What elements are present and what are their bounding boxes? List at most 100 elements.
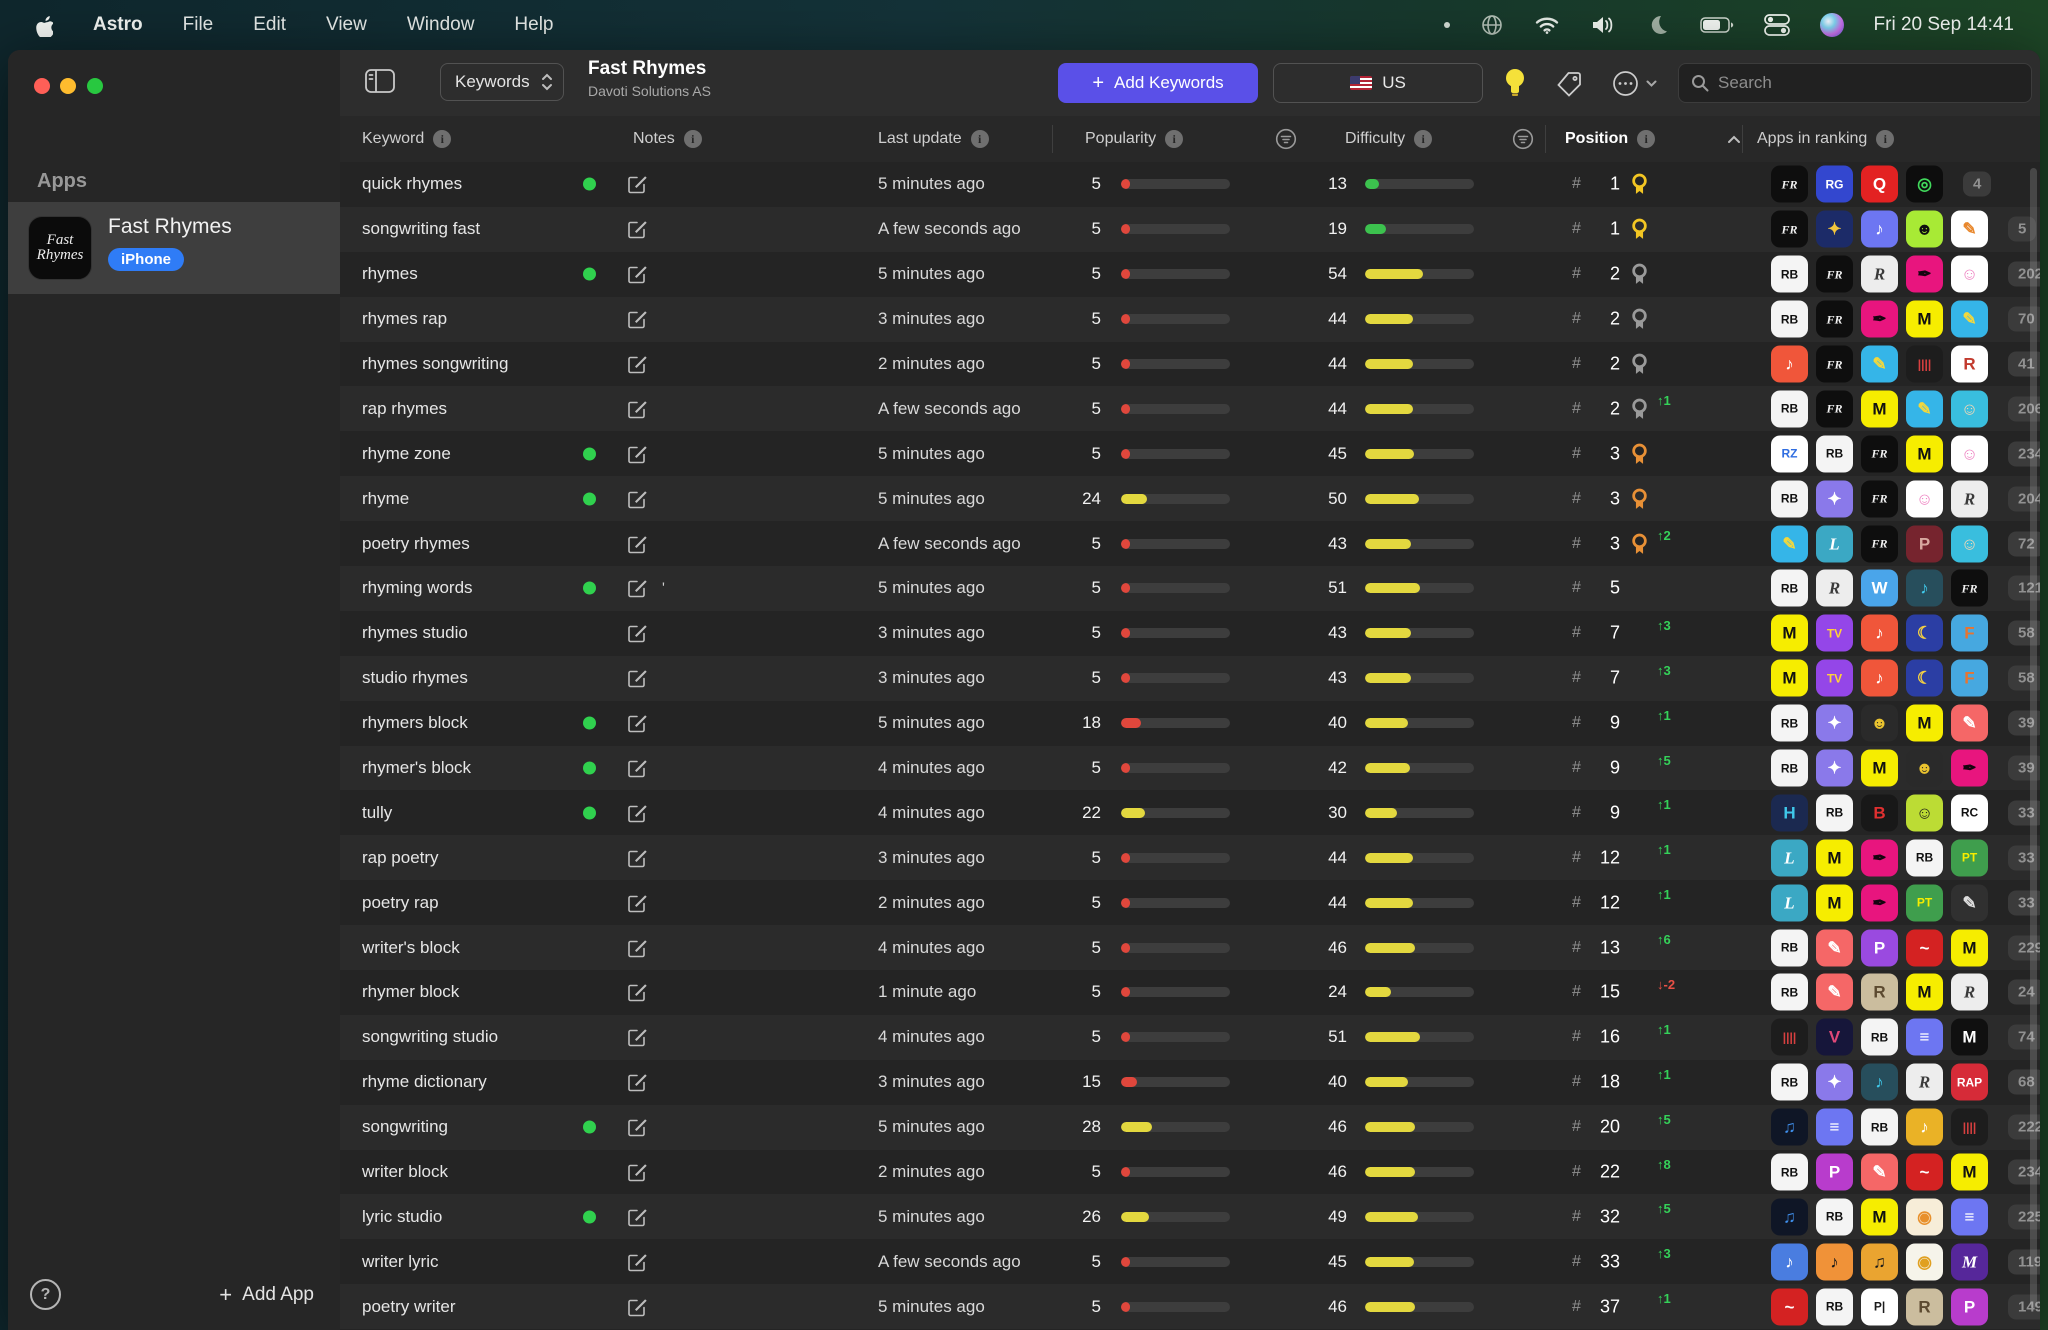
search-input[interactable]: Search bbox=[1678, 63, 2032, 103]
ranking-app-icon[interactable]: ☻ bbox=[1906, 749, 1943, 787]
ranking-app-icon[interactable]: F bbox=[1951, 614, 1988, 652]
ranking-app-icon[interactable]: ✦ bbox=[1816, 704, 1853, 742]
keyword-row[interactable]: writer block 2 minutes ago 5 46 #22 ↑8 RB P ✎ ~ M 2… bbox=[340, 1150, 2040, 1195]
siri-icon[interactable] bbox=[1819, 13, 1844, 37]
keyword-row[interactable]: lyric studio 5 minutes ago 26 49 #32 ↑5 ♫ RB M ◉ ≡… bbox=[340, 1194, 2040, 1240]
ranking-app-icon[interactable]: M bbox=[1816, 839, 1853, 877]
edit-note-icon[interactable] bbox=[626, 1161, 648, 1183]
ranking-app-icon[interactable]: L bbox=[1816, 525, 1853, 563]
lightbulb-icon[interactable] bbox=[1502, 66, 1528, 100]
ranking-app-icon[interactable]: TV bbox=[1816, 659, 1853, 697]
ranking-app-icon[interactable]: FR bbox=[1816, 300, 1853, 338]
ranking-app-icon[interactable]: ✒ bbox=[1861, 300, 1898, 338]
ranking-app-icon[interactable]: V bbox=[1816, 1018, 1853, 1056]
edit-note-icon[interactable] bbox=[626, 353, 648, 375]
ranking-app-icon[interactable]: RB bbox=[1816, 794, 1853, 832]
keyword-row[interactable]: rhymer's block 4 minutes ago 5 42 #9 ↑5 RB ✦ M ☻ ✒… bbox=[340, 745, 2040, 791]
minimize-window-button[interactable] bbox=[60, 78, 76, 94]
ranking-app-icon[interactable]: PT bbox=[1906, 884, 1943, 922]
vertical-scrollbar[interactable] bbox=[2030, 168, 2037, 1308]
column-notes[interactable]: Notes i bbox=[633, 116, 702, 162]
edit-note-icon[interactable] bbox=[626, 443, 648, 465]
ranking-app-icon[interactable]: ♪ bbox=[1771, 345, 1808, 383]
ranking-app-icon[interactable]: FR bbox=[1771, 210, 1808, 248]
ranking-app-icon[interactable]: P| bbox=[1861, 1288, 1898, 1326]
info-icon[interactable]: i bbox=[1637, 130, 1656, 148]
ranking-app-icon[interactable]: RB bbox=[1861, 1108, 1898, 1146]
ranking-app-icon[interactable]: ✎ bbox=[1861, 1153, 1898, 1191]
ranking-app-icon[interactable]: RB bbox=[1771, 973, 1808, 1011]
keyword-row[interactable]: songwriting studio 4 minutes ago 5 51 #16 ↑1 |… bbox=[340, 1014, 2040, 1060]
ranking-app-icon[interactable]: ✒ bbox=[1951, 749, 1988, 787]
ranking-app-icon[interactable]: RB bbox=[1861, 1018, 1898, 1056]
ranking-app-icon[interactable]: ~ bbox=[1906, 1153, 1943, 1191]
ranking-app-icon[interactable]: ✒ bbox=[1861, 884, 1898, 922]
ranking-app-icon[interactable]: ☺ bbox=[1951, 255, 1988, 293]
keyword-row[interactable]: poetry writer 5 minutes ago 5 46 #37 ↑1 ~ RB P| R… bbox=[340, 1284, 2040, 1330]
info-icon[interactable]: i bbox=[970, 130, 989, 148]
edit-note-icon[interactable] bbox=[626, 218, 648, 240]
keyword-row[interactable]: rhyme 5 minutes ago 24 50 #3 RB ✦ FR ☺ R 204 bbox=[340, 476, 2040, 522]
ranking-app-icon[interactable]: ☻ bbox=[1906, 210, 1943, 248]
ranking-app-icon[interactable]: P bbox=[1816, 1153, 1853, 1191]
keyword-row[interactable]: tully 4 minutes ago 22 30 #9 ↑1 H RB B ☺ RC 33 bbox=[340, 790, 2040, 835]
ranking-app-icon[interactable]: FR bbox=[1816, 255, 1853, 293]
ranking-app-icon[interactable]: RB bbox=[1771, 929, 1808, 967]
menu-help[interactable]: Help bbox=[514, 14, 554, 35]
ranking-app-icon[interactable]: RB bbox=[1771, 1153, 1808, 1191]
volume-icon[interactable] bbox=[1590, 13, 1616, 37]
ranking-app-icon[interactable]: R bbox=[1861, 973, 1898, 1011]
ranking-app-icon[interactable]: ✦ bbox=[1816, 480, 1853, 518]
ranking-app-icon[interactable]: ☾ bbox=[1906, 659, 1943, 697]
column-difficulty[interactable]: Difficulty i bbox=[1345, 116, 1433, 162]
ranking-app-icon[interactable]: ♪ bbox=[1906, 1108, 1943, 1146]
keyword-row[interactable]: poetry rap 2 minutes ago 5 44 #12 ↑1 L M ✒ PT ✎ 33 bbox=[340, 880, 2040, 925]
edit-note-icon[interactable] bbox=[626, 847, 648, 869]
keyword-row[interactable]: rhymes 5 minutes ago 5 54 #2 RB FR R ✒ ☺ 202 bbox=[340, 252, 2040, 297]
ranking-app-icon[interactable]: ≡ bbox=[1951, 1198, 1988, 1236]
keyword-row[interactable]: rap rhymes A few seconds ago 5 44 #2 ↑1 RB FR M ✎… bbox=[340, 386, 2040, 432]
ranking-app-icon[interactable]: FR bbox=[1771, 165, 1808, 203]
ranking-app-icon[interactable]: ♫ bbox=[1771, 1198, 1808, 1236]
ranking-app-icon[interactable]: ☺ bbox=[1906, 480, 1943, 518]
ranking-app-icon[interactable]: P bbox=[1951, 1288, 1988, 1326]
keyword-row[interactable]: quick rhymes 5 minutes ago 5 13 #1 FR RG Q ◎ 4 bbox=[340, 162, 2040, 207]
info-icon[interactable]: i bbox=[1876, 130, 1895, 148]
info-icon[interactable]: i bbox=[1414, 130, 1433, 148]
ranking-app-icon[interactable]: ✦ bbox=[1816, 1063, 1853, 1101]
keyword-row[interactable]: studio rhymes 3 minutes ago 5 43 #7 ↑3 M TV ♪ ☾ F 5… bbox=[340, 655, 2040, 701]
keyword-row[interactable]: rhyme zone 5 minutes ago 5 45 #3 RZ RB FR M ☺ 234 bbox=[340, 431, 2040, 476]
ranking-app-icon[interactable]: M bbox=[1906, 704, 1943, 742]
moon-icon[interactable] bbox=[1646, 13, 1670, 37]
edit-note-icon[interactable] bbox=[626, 937, 648, 959]
ranking-app-icon[interactable]: M bbox=[1861, 390, 1898, 428]
keyword-row[interactable]: writer lyric A few seconds ago 5 45 #33 ↑3 ♪ ♪ ♫… bbox=[340, 1239, 2040, 1284]
ranking-app-icon[interactable]: ✎ bbox=[1861, 345, 1898, 383]
ranking-app-icon[interactable]: ☺ bbox=[1951, 435, 1988, 473]
edit-note-icon[interactable] bbox=[626, 712, 648, 734]
filter-icon[interactable] bbox=[1512, 116, 1534, 162]
edit-note-icon[interactable] bbox=[626, 1206, 648, 1228]
menu-window[interactable]: Window bbox=[406, 14, 475, 35]
edit-note-icon[interactable] bbox=[626, 981, 648, 1003]
add-keywords-button[interactable]: + Add Keywords bbox=[1058, 63, 1258, 103]
ranking-app-icon[interactable]: ~ bbox=[1906, 929, 1943, 967]
keyword-row[interactable]: rhymer block 1 minute ago 5 24 #15 ↓-2 RB ✎ R M R 2… bbox=[340, 970, 2040, 1015]
column-apps-in-ranking[interactable]: Apps in ranking i bbox=[1757, 116, 1895, 162]
edit-note-icon[interactable] bbox=[626, 488, 648, 510]
battery-icon[interactable] bbox=[1699, 16, 1734, 34]
ranking-app-icon[interactable]: RZ bbox=[1771, 435, 1808, 473]
ranking-app-icon[interactable]: ☺ bbox=[1951, 390, 1988, 428]
edit-note-icon[interactable] bbox=[626, 1071, 648, 1093]
keyword-row[interactable]: rhyming words ' 5 minutes ago 5 51 #5 RB R W ♪ FR 1… bbox=[340, 566, 2040, 611]
edit-note-icon[interactable] bbox=[626, 577, 648, 599]
edit-note-icon[interactable] bbox=[626, 667, 648, 689]
info-icon[interactable]: i bbox=[433, 130, 452, 148]
ranking-app-icon[interactable]: FR bbox=[1861, 435, 1898, 473]
menu-view[interactable]: View bbox=[326, 14, 367, 35]
ranking-app-icon[interactable]: ✎ bbox=[1951, 884, 1988, 922]
ranking-app-icon[interactable]: ♪ bbox=[1771, 1243, 1808, 1281]
edit-note-icon[interactable] bbox=[626, 308, 648, 330]
ranking-app-icon[interactable]: ✎ bbox=[1951, 210, 1988, 248]
ranking-app-icon[interactable]: ✎ bbox=[1771, 525, 1808, 563]
